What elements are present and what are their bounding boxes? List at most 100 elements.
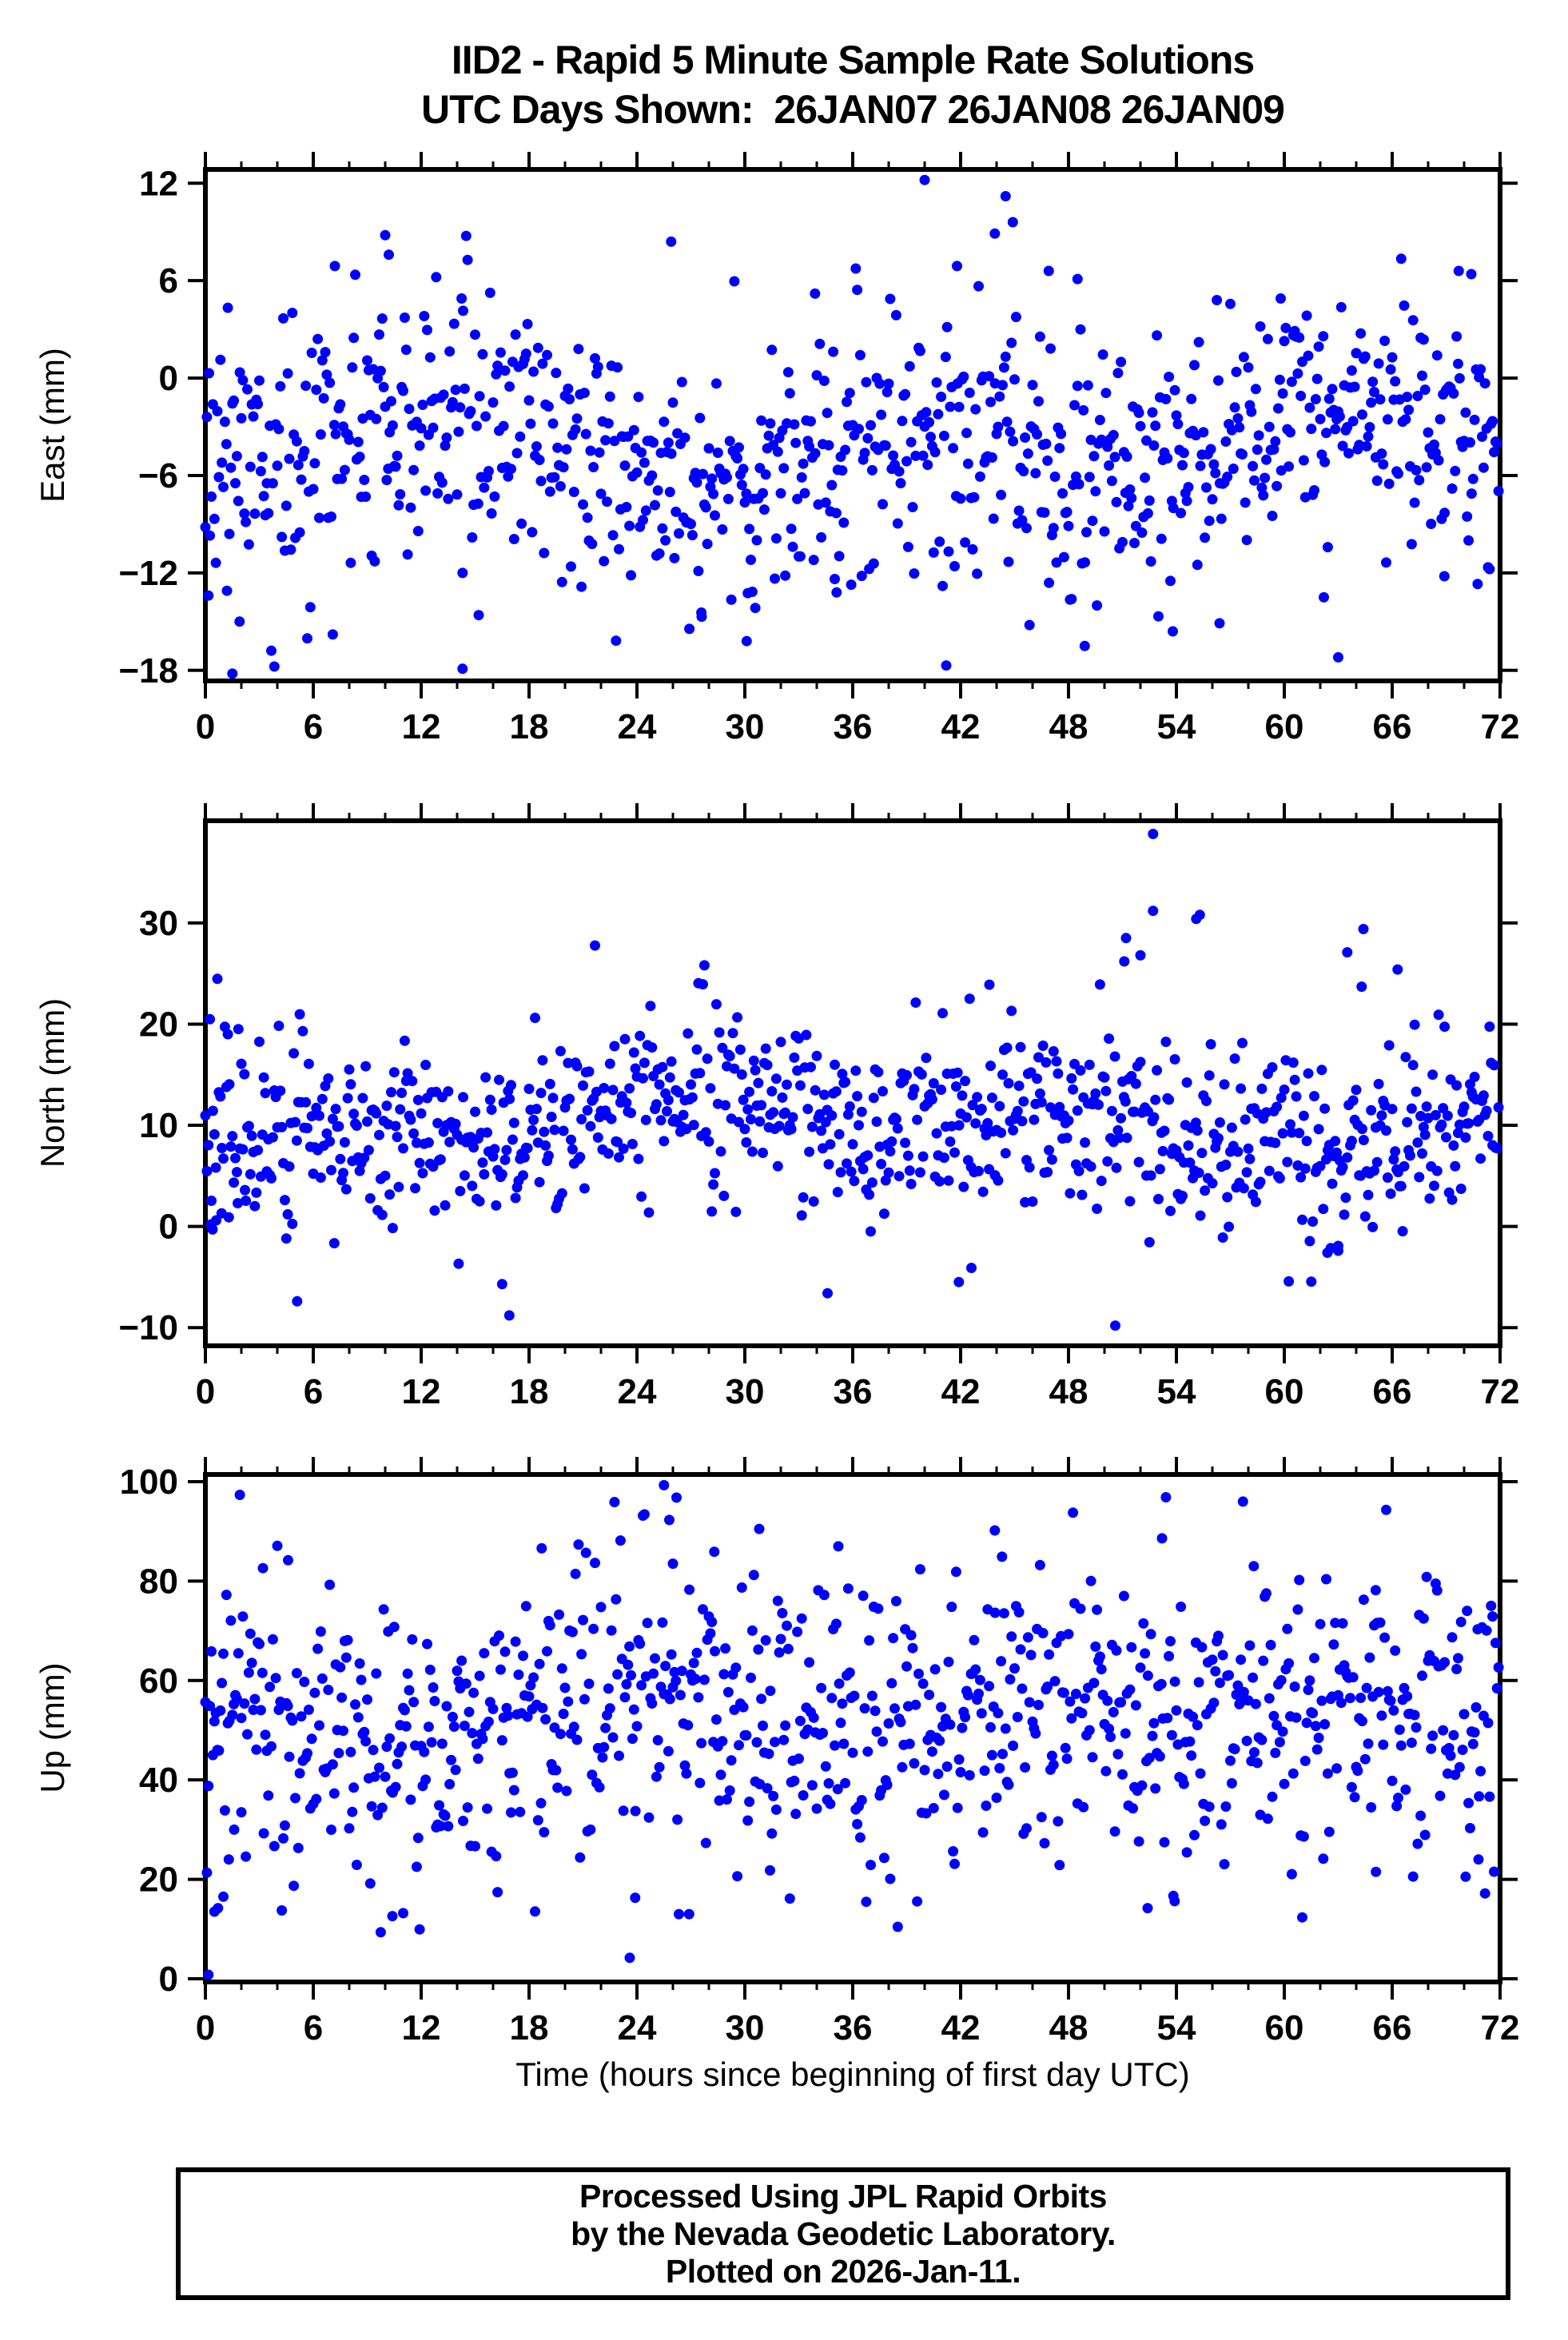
data-point	[570, 424, 581, 435]
data-point	[973, 1688, 984, 1699]
data-point	[1112, 368, 1124, 379]
data-point	[722, 472, 732, 483]
data-point	[1085, 1161, 1096, 1172]
data-point	[393, 1181, 404, 1192]
data-point	[1436, 1119, 1447, 1130]
data-point	[659, 1136, 670, 1147]
data-point	[327, 1759, 338, 1770]
data-point	[396, 1741, 408, 1753]
data-point	[806, 416, 816, 427]
data-point	[1264, 421, 1275, 432]
data-point-outlier	[953, 1276, 965, 1287]
data-point	[291, 1135, 302, 1146]
data-point	[1162, 1713, 1173, 1724]
data-point	[282, 368, 293, 379]
data-point	[871, 1116, 882, 1127]
data-point	[724, 1051, 735, 1061]
data-point	[335, 1661, 346, 1673]
data-point	[273, 424, 285, 435]
data-point	[302, 633, 312, 644]
data-point	[1066, 594, 1077, 605]
data-point	[559, 1682, 571, 1693]
data-point	[342, 1634, 353, 1646]
data-point	[1012, 1105, 1023, 1116]
data-point	[1104, 460, 1115, 471]
data-point	[480, 1072, 491, 1083]
data-point	[1309, 1091, 1319, 1102]
data-point	[468, 1687, 480, 1698]
data-point	[277, 1905, 288, 1916]
north-data-points	[200, 829, 1504, 1331]
data-point	[566, 561, 576, 572]
data-point	[624, 520, 635, 531]
data-point	[972, 568, 983, 579]
data-point	[419, 311, 430, 321]
data-point	[1153, 611, 1164, 622]
data-point	[1274, 374, 1285, 385]
data-point	[666, 1649, 677, 1660]
y-tick-label: 20	[139, 1005, 178, 1044]
data-point	[1024, 619, 1035, 631]
y-tick-label: −10	[118, 1308, 178, 1347]
data-point	[269, 1841, 280, 1852]
x-tick-label: 54	[1157, 1372, 1196, 1411]
data-point	[900, 1137, 911, 1148]
data-point-outlier	[1371, 1866, 1382, 1877]
data-point	[934, 1176, 945, 1187]
data-point	[1466, 488, 1477, 499]
data-point	[423, 1721, 434, 1733]
data-point	[626, 570, 636, 581]
data-point	[1201, 1096, 1212, 1107]
data-point	[333, 1748, 344, 1759]
data-point	[1294, 1574, 1305, 1586]
data-point	[561, 444, 572, 455]
data-point	[345, 1079, 356, 1090]
data-point	[351, 1860, 362, 1870]
data-point	[1355, 1693, 1367, 1703]
data-point	[1316, 1065, 1327, 1076]
data-point	[770, 1737, 780, 1748]
data-point	[453, 426, 464, 437]
data-point	[431, 272, 442, 283]
data-point	[447, 396, 458, 408]
data-point	[796, 1613, 807, 1624]
data-point	[1217, 1650, 1228, 1661]
data-point	[1248, 1672, 1259, 1683]
data-point-outlier	[236, 1807, 247, 1818]
data-point	[904, 360, 915, 372]
data-point	[590, 940, 600, 951]
data-point	[1234, 422, 1245, 433]
data-point	[1104, 1723, 1115, 1734]
data-point	[369, 1771, 380, 1782]
data-point	[375, 365, 386, 376]
data-point	[691, 1647, 702, 1658]
data-point	[1447, 1632, 1458, 1643]
data-point	[808, 1712, 819, 1723]
data-point	[1460, 1132, 1471, 1143]
data-point	[453, 1258, 464, 1269]
data-point	[426, 1737, 437, 1748]
data-point	[948, 443, 959, 454]
data-point	[483, 1716, 494, 1727]
data-point	[1279, 336, 1290, 347]
data-point	[647, 1042, 658, 1053]
data-point	[1406, 1737, 1417, 1749]
data-point	[955, 493, 966, 504]
data-point	[1001, 1042, 1013, 1053]
data-point	[547, 1092, 559, 1104]
data-point	[207, 1105, 218, 1116]
data-point	[1426, 519, 1437, 529]
data-point	[859, 1703, 870, 1714]
data-point	[347, 362, 358, 373]
data-point-outlier	[387, 1911, 398, 1922]
data-point	[688, 1658, 699, 1669]
data-point	[1214, 1117, 1225, 1128]
data-point	[328, 420, 340, 431]
data-point	[508, 1117, 519, 1128]
data-point	[960, 1712, 971, 1723]
data-point	[976, 1104, 987, 1115]
data-point	[1387, 1775, 1398, 1786]
data-point	[957, 1722, 968, 1733]
data-point	[534, 455, 545, 465]
data-point	[496, 1169, 507, 1180]
